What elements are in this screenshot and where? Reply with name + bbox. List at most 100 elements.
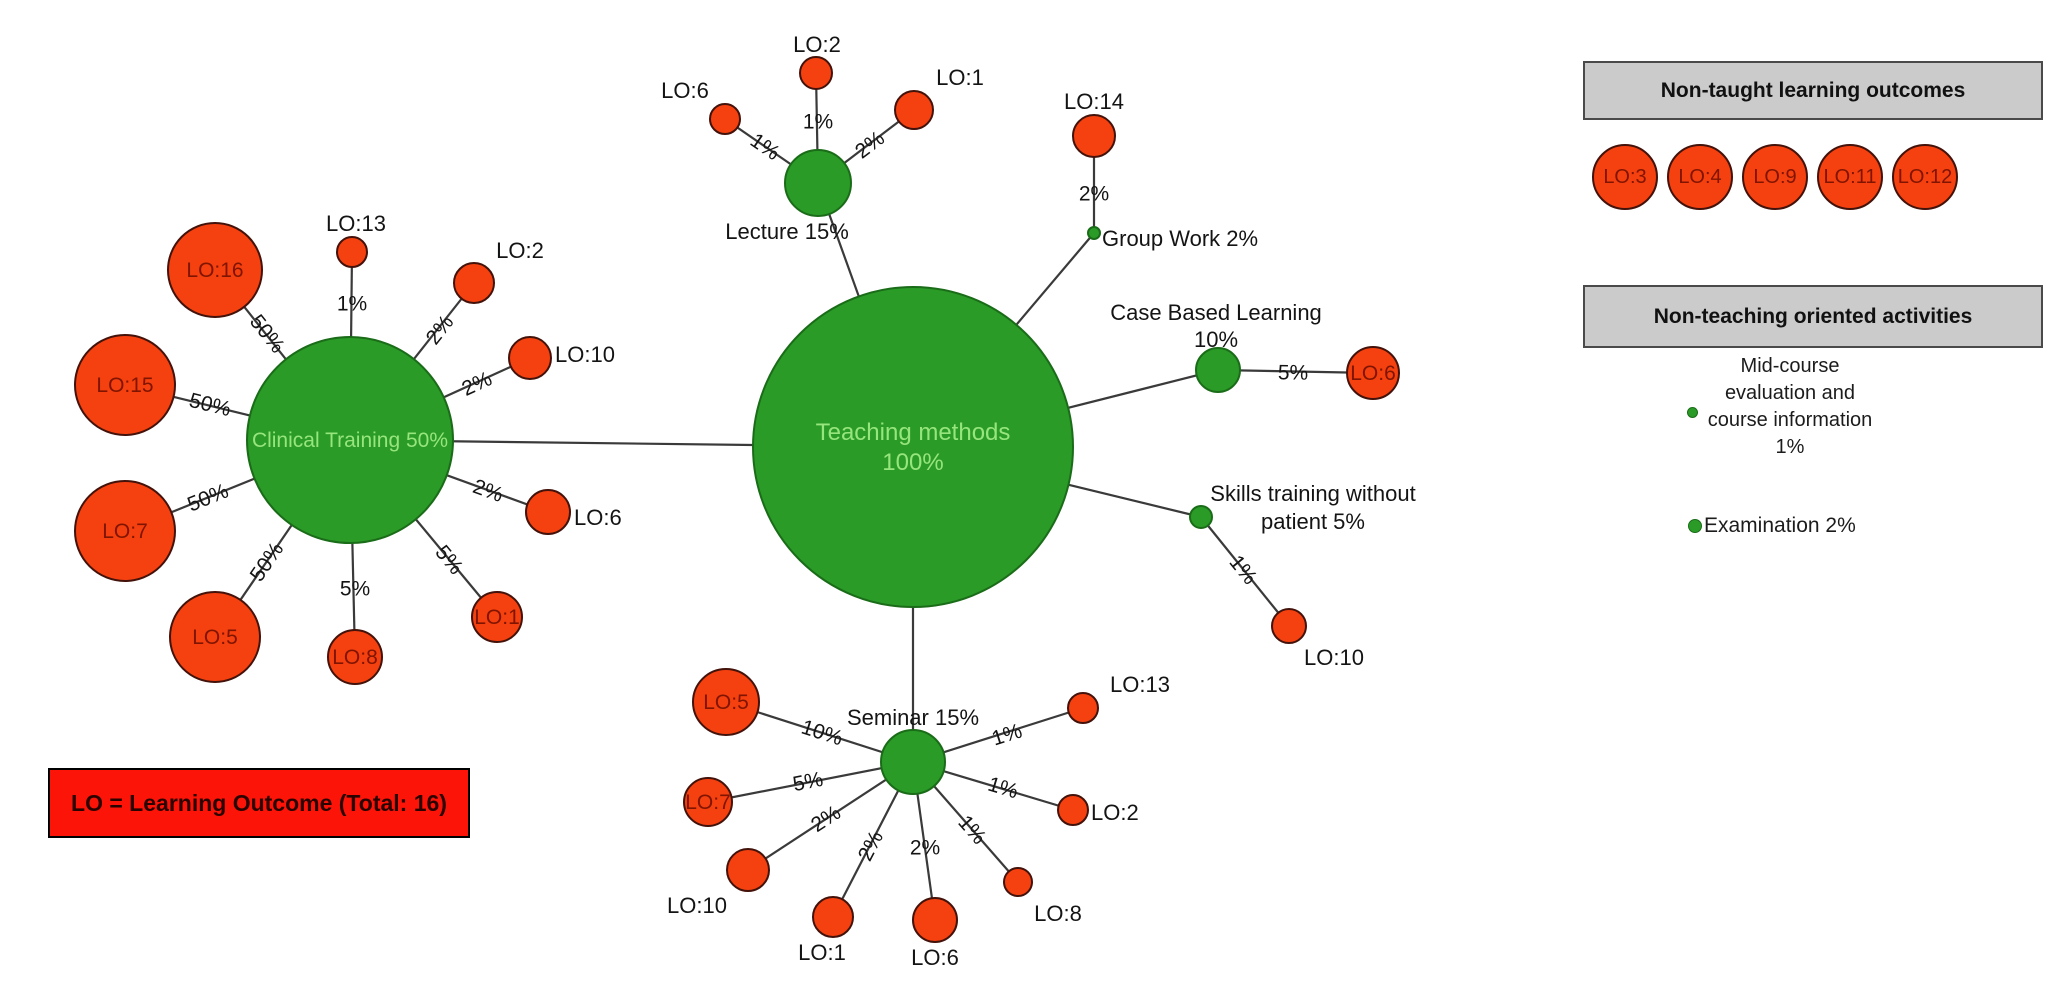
edge-label-lecture-l_lo2: 1% <box>803 111 833 134</box>
legend-outcome-lo9: LO:9 <box>1742 144 1808 210</box>
label-sem_lo13: LO:13 <box>1110 672 1170 697</box>
node-clinical[interactable] <box>246 336 454 544</box>
node-c_lo13[interactable] <box>336 236 368 268</box>
node-sem_lo7[interactable] <box>683 777 733 827</box>
node-teaching[interactable] <box>752 286 1074 608</box>
node-s_lo10[interactable] <box>1271 608 1307 644</box>
label-c_lo2: LO:2 <box>496 238 544 263</box>
edge-label-seminar-sem_lo6: 2% <box>910 837 940 860</box>
edge-label-lecture-l_lo6: 1% <box>746 129 784 165</box>
examination-legend-entry: Examination 2% <box>1688 514 1856 538</box>
node-sem_lo8[interactable] <box>1003 867 1033 897</box>
edge-label-cbl-cbl_lo6: 5% <box>1278 361 1309 385</box>
node-sem_lo10[interactable] <box>726 848 770 892</box>
legend-outcome-lo4: LO:4 <box>1667 144 1733 210</box>
edge-label-seminar-sem_lo2: 1% <box>985 773 1021 804</box>
edge-label-seminar-sem_lo7: 5% <box>791 768 825 796</box>
edge-label-clinical-c_lo15: 50% <box>187 389 233 421</box>
label-c_lo13: LO:13 <box>326 211 386 236</box>
node-c_lo6[interactable] <box>525 489 571 535</box>
edge-label-seminar-sem_lo5: 10% <box>798 716 845 751</box>
label-c_lo7: LO:7 <box>102 520 148 543</box>
label-sem_lo6: LO:6 <box>911 945 959 970</box>
node-c_lo2[interactable] <box>453 262 495 304</box>
node-seminar[interactable] <box>880 729 946 795</box>
label-clinical: Clinical Training 50% <box>252 429 448 452</box>
label-c_lo10: LO:10 <box>555 342 615 367</box>
node-groupwork[interactable] <box>1087 226 1101 240</box>
node-c_lo15[interactable] <box>74 334 176 436</box>
label-sem_lo1: LO:1 <box>798 940 846 965</box>
non-teaching-legend-header: Non-teaching oriented activities <box>1583 285 2043 348</box>
node-sem_lo13[interactable] <box>1067 692 1099 724</box>
edge-label-seminar-sem_lo1: 2% <box>854 827 888 865</box>
edge-label-clinical-c_lo5: 50% <box>246 538 289 586</box>
node-c_lo5[interactable] <box>169 591 261 683</box>
midcourse-dot-icon <box>1687 407 1698 418</box>
label-sem_lo2: LO:2 <box>1091 800 1139 825</box>
label-teaching: Teaching methods 100% <box>816 419 1011 476</box>
examination-label: Examination 2% <box>1704 514 1856 537</box>
label-sem_lo5: LO:5 <box>703 691 749 714</box>
label-c_lo5: LO:5 <box>192 626 238 649</box>
label-l_lo1: LO:1 <box>936 65 984 90</box>
edge-label-clinical-c_lo6: 2% <box>470 475 506 507</box>
edge-label-seminar-sem_lo13: 1% <box>989 719 1025 750</box>
node-sem_lo1[interactable] <box>812 896 854 938</box>
midcourse-label: Mid-course evaluation and course informa… <box>1690 353 1890 461</box>
examination-dot-icon <box>1688 519 1702 533</box>
label-c_lo15: LO:15 <box>96 374 153 397</box>
label-c_lo6: LO:6 <box>574 505 622 530</box>
node-lecture[interactable] <box>784 149 852 217</box>
label-sem_lo8: LO:8 <box>1034 901 1082 926</box>
label-groupwork: Group Work 2% <box>1102 226 1258 251</box>
label-s_lo10: LO:10 <box>1304 645 1364 670</box>
node-l_lo2[interactable] <box>799 56 833 90</box>
label-cbl: Case Based Learning 10% <box>1110 300 1322 352</box>
legend-outcome-lo11: LO:11 <box>1817 144 1883 210</box>
node-sem_lo5[interactable] <box>692 668 760 736</box>
midcourse-line-1: Mid-course <box>1740 355 1840 377</box>
edge-label-clinical-c_lo8: 5% <box>340 578 370 601</box>
edge-label-seminar-sem_lo10: 2% <box>807 801 845 837</box>
node-cbl_lo6[interactable] <box>1346 346 1400 400</box>
label-sem_lo7: LO:7 <box>685 791 731 814</box>
midcourse-line-3: course information <box>1707 409 1873 431</box>
label-seminar: Seminar 15% <box>847 705 979 730</box>
lo-abbreviation-note: LO = Learning Outcome (Total: 16) <box>48 768 470 838</box>
node-c_lo1[interactable] <box>471 591 523 643</box>
label-l_lo6: LO:6 <box>661 78 709 103</box>
label-skills: Skills training without patient 5% <box>1210 481 1415 534</box>
node-l_lo1[interactable] <box>894 90 934 130</box>
node-cbl[interactable] <box>1195 347 1241 393</box>
edge-skills-s_lo10 <box>1200 516 1290 627</box>
label-c_lo16: LO:16 <box>186 259 243 282</box>
midcourse-line-4: 1% <box>1775 436 1805 458</box>
legend-outcome-lo12: LO:12 <box>1892 144 1958 210</box>
non-taught-legend-header: Non-taught learning outcomes <box>1583 61 2043 120</box>
label-cbl_lo6: LO:6 <box>1350 362 1396 385</box>
node-sem_lo6[interactable] <box>912 897 958 943</box>
label-lo14: LO:14 <box>1064 89 1124 114</box>
node-c_lo8[interactable] <box>327 629 383 685</box>
midcourse-line-2: evaluation and <box>1724 382 1856 404</box>
label-lecture: Lecture 15% <box>725 219 849 244</box>
edge-label-clinical-c_lo10: 2% <box>458 367 495 401</box>
edge-label-clinical-c_lo13: 1% <box>337 293 367 316</box>
node-c_lo16[interactable] <box>167 222 263 318</box>
non-taught-outcomes-row: LO:3 LO:4 LO:9 LO:11 LO:12 <box>1592 144 1958 210</box>
label-l_lo2: LO:2 <box>793 32 841 57</box>
node-skills[interactable] <box>1189 505 1213 529</box>
label-c_lo8: LO:8 <box>332 646 378 669</box>
midcourse-legend-entry: Mid-course evaluation and course informa… <box>1660 353 1890 461</box>
node-c_lo10[interactable] <box>508 336 552 380</box>
node-l_lo6[interactable] <box>709 103 741 135</box>
label-c_lo1: LO:1 <box>474 606 520 629</box>
node-lo14[interactable] <box>1072 114 1116 158</box>
label-sem_lo10: LO:10 <box>667 893 727 918</box>
node-c_lo7[interactable] <box>74 480 176 582</box>
node-sem_lo2[interactable] <box>1057 794 1089 826</box>
edge-seminar-sem_lo7 <box>707 760 914 804</box>
